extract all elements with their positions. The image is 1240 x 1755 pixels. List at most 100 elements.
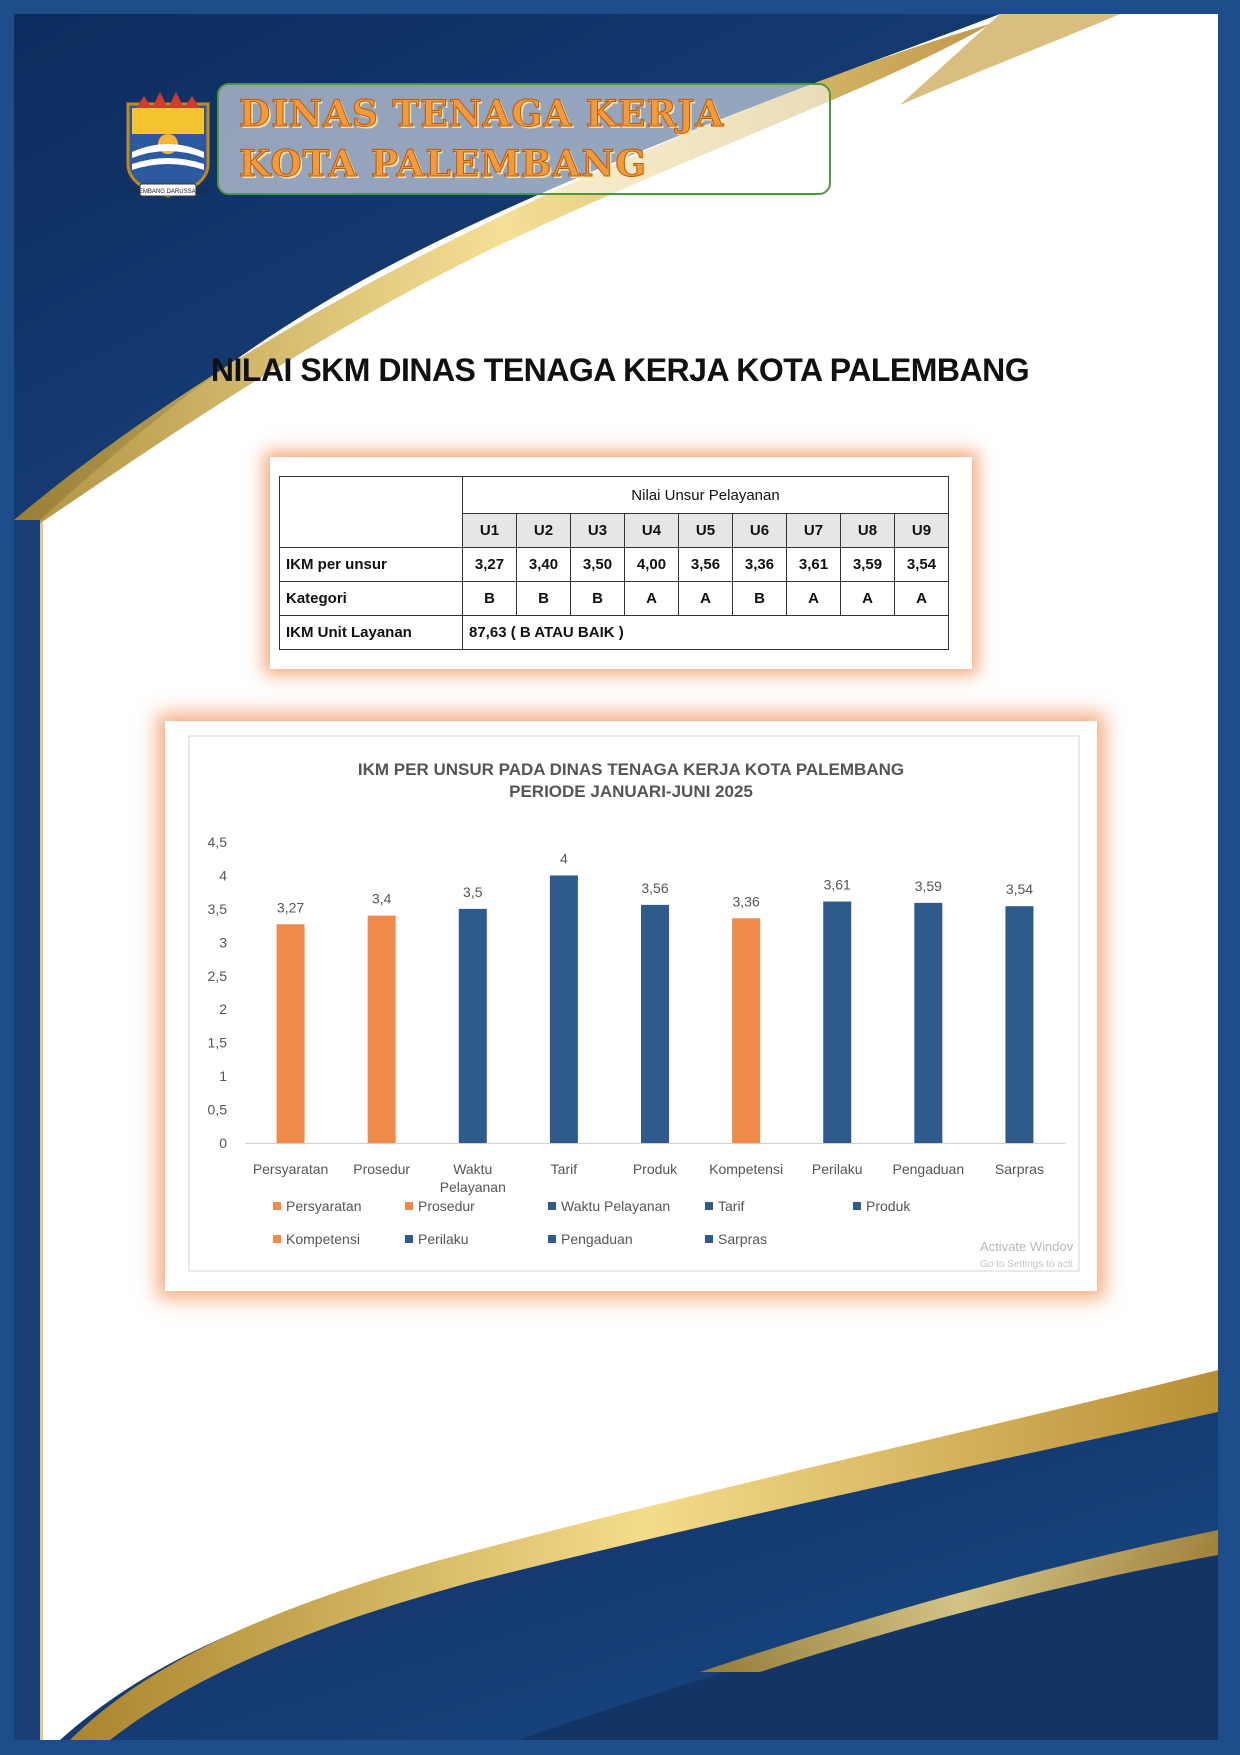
category-cell: A	[624, 581, 679, 616]
legend-label: Tarif	[718, 1198, 745, 1214]
bar	[367, 915, 396, 1143]
code-cell: U9	[894, 513, 949, 548]
chart-title: IKM PER UNSUR PADA DINAS TENAGA KERJA KO…	[358, 760, 904, 779]
value-cell: 3,40	[516, 547, 571, 582]
x-tick-label: Waktu	[453, 1161, 492, 1177]
bar	[823, 901, 852, 1143]
table-row: IKM Unit Layanan 87,63 ( B ATAU BAIK )	[279, 615, 949, 650]
category-cell: B	[516, 581, 571, 616]
watermark-line2: Go to Settings to acti	[980, 1259, 1073, 1270]
code-cell: U5	[678, 513, 733, 548]
page-title: NILAI SKM DINAS TENAGA KERJA KOTA PALEMB…	[210, 352, 1030, 388]
row-label: IKM per unsur	[279, 547, 463, 582]
data-label: 3,4	[372, 891, 392, 907]
bar	[1005, 906, 1034, 1143]
legend-label: Persyaratan	[286, 1198, 361, 1214]
chart-subtitle: PERIODE JANUARI-JUNI 2025	[509, 782, 753, 801]
x-tick-label: Produk	[633, 1161, 678, 1177]
table-row: IKM per unsur 3,27 3,40 3,50 4,00 3,56 3…	[279, 547, 949, 582]
category-cell: A	[894, 581, 949, 616]
row-label: IKM Unit Layanan	[279, 615, 463, 650]
data-label: 3,27	[277, 899, 304, 915]
ikm-table-card: Nilai Unsur Pelayanan U1 U2 U3 U4 U5 U6 …	[270, 457, 972, 669]
legend-swatch	[853, 1202, 861, 1210]
x-tick-label: Sarpras	[995, 1161, 1044, 1177]
y-tick-label: 0,5	[208, 1102, 228, 1118]
y-tick-label: 2	[219, 1001, 227, 1017]
bar	[549, 875, 578, 1143]
x-tick-label: Pengaduan	[893, 1161, 965, 1177]
legend-label: Prosedur	[418, 1198, 475, 1214]
legend-swatch	[548, 1202, 556, 1210]
bar	[914, 902, 943, 1143]
value-cell: 3,50	[570, 547, 625, 582]
category-cell: A	[840, 581, 895, 616]
code-cell: U2	[516, 513, 571, 548]
ikm-bar-chart: IKM PER UNSUR PADA DINAS TENAGA KERJA KO…	[188, 735, 1080, 1272]
category-cell: B	[462, 581, 517, 616]
row-label: Kategori	[279, 581, 463, 616]
value-cell: 3,54	[894, 547, 949, 582]
category-cell: A	[678, 581, 733, 616]
legend-swatch	[273, 1235, 281, 1243]
city-logo: PALEMBANG DARUSSALAM	[118, 74, 218, 202]
legend-swatch	[405, 1235, 413, 1243]
code-cell: U4	[624, 513, 679, 548]
value-cell: 3,36	[732, 547, 787, 582]
x-tick-label: Tarif	[551, 1161, 578, 1177]
unit-value-cell: 87,63 ( B ATAU BAIK )	[462, 615, 949, 650]
code-cell: U7	[786, 513, 841, 548]
bar	[732, 918, 761, 1143]
data-label: 4	[560, 850, 568, 866]
y-tick-label: 3	[219, 934, 227, 950]
agency-city: KOTA PALEMBANG	[239, 143, 647, 186]
logo-caption: PALEMBANG DARUSSALAM	[128, 189, 208, 195]
code-cell: U8	[840, 513, 895, 548]
data-label: 3,59	[915, 878, 942, 894]
value-cell: 3,56	[678, 547, 733, 582]
data-label: 3,5	[463, 884, 483, 900]
y-tick-label: 3,5	[208, 901, 228, 917]
bar	[641, 904, 669, 1143]
legend-swatch	[405, 1202, 413, 1210]
legend-swatch	[705, 1202, 713, 1210]
code-cell: U1	[462, 513, 517, 548]
legend-swatch	[548, 1235, 556, 1243]
agency-header: DINAS TENAGA KERJA KOTA PALEMBANG	[217, 83, 831, 195]
y-tick-label: 4,5	[208, 834, 228, 850]
x-tick-label: Persyaratan	[253, 1161, 328, 1177]
table-group-header: Nilai Unsur Pelayanan	[462, 476, 949, 514]
bar	[458, 908, 487, 1143]
data-label: 3,36	[732, 893, 759, 909]
data-label: 3,54	[1006, 881, 1033, 897]
legend-label: Sarpras	[718, 1231, 767, 1247]
data-label: 3,61	[824, 877, 851, 893]
y-tick-label: 1	[219, 1068, 227, 1084]
legend-label: Pengaduan	[561, 1231, 633, 1247]
legend-swatch	[273, 1202, 281, 1210]
x-tick-label: Kompetensi	[709, 1161, 783, 1177]
category-cell: B	[732, 581, 787, 616]
value-cell: 3,59	[840, 547, 895, 582]
category-cell: B	[570, 581, 625, 616]
table-corner	[279, 476, 463, 548]
category-cell: A	[786, 581, 841, 616]
x-tick-label: Pelayanan	[440, 1179, 506, 1195]
value-cell: 4,00	[624, 547, 679, 582]
y-tick-label: 2,5	[208, 968, 228, 984]
agency-name: DINAS TENAGA KERJA	[238, 93, 725, 136]
y-tick-label: 1,5	[208, 1035, 228, 1051]
bar	[276, 924, 305, 1143]
legend-swatch	[705, 1235, 713, 1243]
y-tick-label: 4	[219, 867, 227, 883]
value-cell: 3,27	[462, 547, 517, 582]
value-cell: 3,61	[786, 547, 841, 582]
legend-label: Produk	[866, 1198, 911, 1214]
code-cell: U6	[732, 513, 787, 548]
legend-label: Perilaku	[418, 1231, 469, 1247]
ikm-chart-card: IKM PER UNSUR PADA DINAS TENAGA KERJA KO…	[165, 721, 1097, 1291]
table-row: Kategori B B B A A B A A A	[279, 581, 949, 616]
legend-label: Kompetensi	[286, 1231, 360, 1247]
x-tick-label: Perilaku	[812, 1161, 863, 1177]
x-tick-label: Prosedur	[353, 1161, 410, 1177]
